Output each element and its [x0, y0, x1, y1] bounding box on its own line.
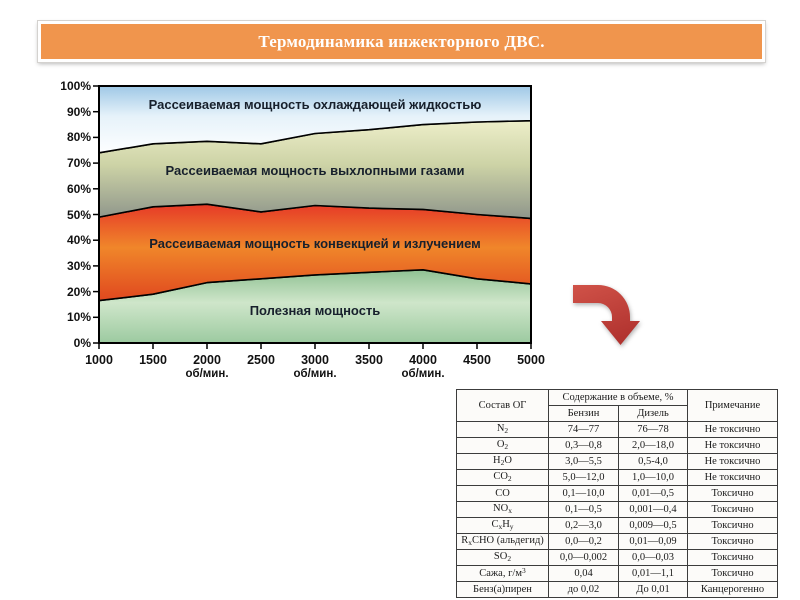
x-tick-label: 3500	[355, 353, 383, 367]
table-cell: 0,3—0,8	[548, 437, 619, 454]
y-tick-label: 40%	[66, 233, 91, 248]
table-cell: 2,0—18,0	[617, 437, 689, 454]
table-cell-compound: CO2	[456, 469, 549, 486]
table-row: CO 0,1—10,0 0,01—0,5 Токсично	[456, 485, 779, 502]
x-axis-unit-label: об/мин.	[293, 368, 337, 380]
table-row: O2 0,3—0,8 2,0—18,0 Не токсично	[456, 437, 779, 454]
engine-power-distribution-chart: Рассеиваемая мощность охлаждающей жидкос…	[45, 78, 550, 396]
x-tick-label: 1500	[139, 353, 167, 367]
table-cell-compound: N2	[456, 421, 549, 438]
table-cell: Токсично	[687, 533, 779, 550]
table-cell: 0,04	[548, 565, 619, 582]
table-cell: до 0,02	[548, 581, 619, 598]
x-tick-label: 4000	[409, 353, 437, 367]
col-header-diesel: Дизель	[617, 405, 689, 422]
table-cell-compound: SO2	[456, 549, 549, 566]
y-tick-label: 30%	[66, 258, 91, 273]
x-tick-label: 1000	[85, 353, 113, 367]
table-cell: 0,1—10,0	[548, 485, 619, 502]
y-tick-label: 60%	[66, 181, 91, 196]
area-label-coolant: Рассеиваемая мощность охлаждающей жидкос…	[148, 97, 482, 112]
y-tick-label: 10%	[66, 310, 91, 325]
table-cell-compound: H2O	[456, 453, 549, 470]
table-cell: 3,0—5,5	[548, 453, 619, 470]
x-tick-label: 4500	[463, 353, 491, 367]
table-cell: Токсично	[687, 549, 779, 566]
y-tick-label: 0%	[73, 336, 91, 350]
col-header-petrol: Бензин	[548, 405, 619, 422]
table-cell-compound: O2	[456, 437, 549, 454]
table-cell: 74—77	[548, 421, 619, 438]
table-cell: 0,001—0,4	[617, 501, 689, 518]
exhaust-table-body: N2 74—77 76—78 Не токсично O2 0,3—0,8 2,0—18,0…	[456, 421, 779, 598]
table-cell: Токсично	[687, 565, 779, 582]
table-row: SO2 0,0—0,002 0,0—0,03 Токсично	[456, 549, 779, 566]
table-cell: Токсично	[687, 485, 779, 502]
table-row: NOx 0,1—0,5 0,001—0,4 Токсично	[456, 501, 779, 518]
bent-arrow-shape	[573, 285, 640, 345]
table-row: Сажа, г/м3 0,04 0,01—1,1 Токсично	[456, 565, 779, 582]
table-cell-compound: RxCHO (альдегид)	[456, 533, 549, 550]
x-tick-label: 2500	[247, 353, 275, 367]
x-axis-unit-label: об/мин.	[185, 368, 229, 380]
y-tick-label: 50%	[66, 207, 91, 222]
table-cell: Не токсично	[687, 437, 779, 454]
x-tick-label: 2000	[193, 353, 221, 367]
bent-down-arrow-icon	[573, 285, 640, 345]
slide-title-bar: Термодинамика инжекторного ДВС.	[37, 20, 766, 63]
table-row: H2O 3,0—5,5 0,5-4,0 Не токсично	[456, 453, 779, 470]
col-header-note: Примечание	[687, 389, 779, 422]
table-cell: 0,01—0,09	[617, 533, 689, 550]
table-cell: Канцерогенно	[687, 581, 779, 598]
x-tick-label: 3000	[301, 353, 329, 367]
table-row: CO2 5,0—12,0 1,0—10,0 Не токсично	[456, 469, 779, 486]
y-tick-label: 90%	[66, 104, 91, 119]
stacked-area-svg	[93, 85, 532, 349]
table-row: RxCHO (альдегид) 0,0—0,2 0,01—0,09 Токсично	[456, 533, 779, 550]
table-cell: 76—78	[617, 421, 689, 438]
table-cell: Токсично	[687, 501, 779, 518]
chart-plot-area: Рассеиваемая мощность охлаждающей жидкос…	[60, 79, 545, 380]
table-cell: Не токсично	[687, 421, 779, 438]
table-cell: 0,2—3,0	[548, 517, 619, 534]
table-cell-compound: CO	[456, 485, 549, 502]
x-axis-unit-label: об/мин.	[401, 368, 445, 380]
table-cell: 0,0—0,03	[617, 549, 689, 566]
table-cell: 5,0—12,0	[548, 469, 619, 486]
table-row: N2 74—77 76—78 Не токсично	[456, 421, 779, 438]
table-cell: 0,0—0,2	[548, 533, 619, 550]
table-row: Бенз(а)пирен до 0,02 До 0,01 Канцерогенно	[456, 581, 779, 598]
table-cell: Не токсично	[687, 469, 779, 486]
x-tick-label: 5000	[517, 353, 545, 367]
area-label-convection: Рассеиваемая мощность конвекцией и излуч…	[149, 236, 481, 251]
table-cell: 0,1—0,5	[548, 501, 619, 518]
page-title: Термодинамика инжекторного ДВС.	[258, 31, 545, 51]
table-cell: 0,0—0,002	[548, 549, 619, 566]
table-cell: Не токсично	[687, 453, 779, 470]
table-cell: До 0,01	[617, 581, 689, 598]
table-cell: 0,01—0,5	[617, 485, 689, 502]
table-cell: 0,01—1,1	[617, 565, 689, 582]
y-tick-label: 70%	[66, 156, 91, 171]
table-cell-compound: Сажа, г/м3	[456, 565, 549, 582]
table-cell: Токсично	[687, 517, 779, 534]
table-cell: 0,009—0,5	[617, 517, 689, 534]
table-cell-compound: NOx	[456, 501, 549, 518]
col-header-content: Содержание в объеме, %	[547, 389, 689, 406]
area-label-useful: Полезная мощность	[249, 303, 381, 318]
axis-tick-marks	[93, 85, 532, 349]
table-cell-compound: Бенз(а)пирен	[456, 581, 549, 598]
table-cell: 1,0—10,0	[617, 469, 689, 486]
table-cell: 0,5-4,0	[617, 453, 689, 470]
table-cell-compound: CxHy	[456, 517, 549, 534]
area-label-exhaust: Рассеиваемая мощность выхлопными газами	[165, 163, 465, 178]
col-header-composition: Состав ОГ	[456, 389, 549, 422]
exhaust-composition-table: Состав ОГ Содержание в объеме, % Примеча…	[456, 389, 779, 598]
y-tick-label: 100%	[60, 79, 91, 93]
y-tick-label: 20%	[66, 284, 91, 299]
y-tick-label: 80%	[66, 130, 91, 145]
table-row: CxHy 0,2—3,0 0,009—0,5 Токсично	[456, 517, 779, 534]
